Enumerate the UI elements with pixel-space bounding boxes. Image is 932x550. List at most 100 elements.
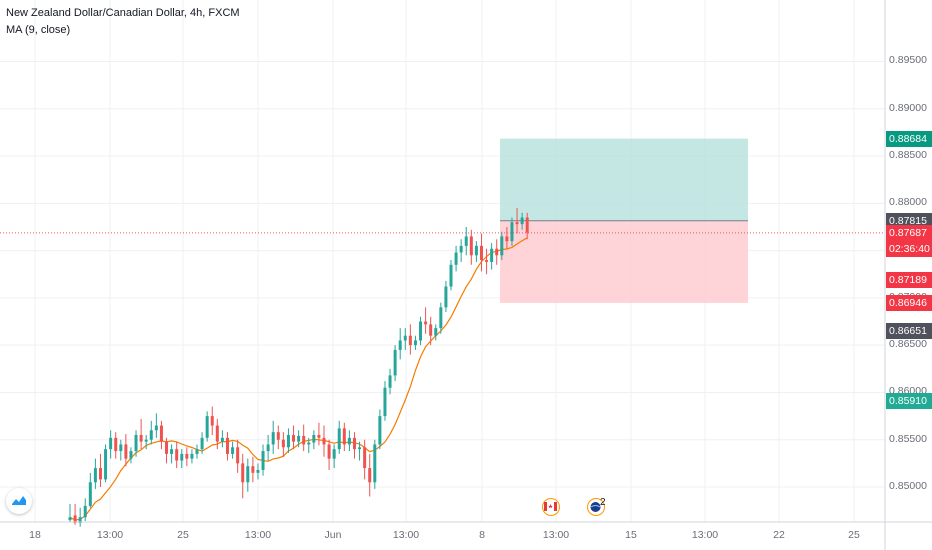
candle-body — [479, 245, 483, 261]
candle-body — [73, 515, 77, 523]
price-tag: 0.87687 — [886, 224, 932, 241]
candle-body — [286, 435, 290, 448]
tradingview-logo-icon[interactable] — [6, 488, 32, 514]
price-tick-label: 0.86500 — [889, 338, 927, 351]
time-tick-label: Jun — [324, 529, 342, 541]
price-tag: 0.86651 — [886, 322, 932, 339]
candle-body — [241, 463, 245, 483]
price-tick-label: 0.88500 — [889, 149, 927, 162]
price-tag: 0.87189 — [886, 272, 932, 288]
candle-body — [312, 435, 316, 443]
candle-body — [322, 437, 326, 445]
candle-body — [175, 449, 179, 461]
candle-body — [368, 468, 372, 483]
candle-body — [98, 468, 102, 480]
candle-body — [170, 449, 174, 454]
event-count-badge: 2 — [600, 497, 606, 508]
candle-body — [144, 439, 148, 442]
candle-body — [474, 245, 478, 256]
candle-body — [403, 335, 407, 341]
candle-body — [124, 444, 128, 459]
candle-body — [337, 428, 341, 450]
canada-flag-icon[interactable] — [542, 498, 560, 516]
candle-body — [271, 432, 275, 445]
candle-body — [419, 321, 423, 341]
time-tick-label: 13:00 — [691, 529, 719, 541]
price-tick-label: 0.89000 — [889, 101, 927, 114]
candle-body — [500, 236, 504, 256]
time-tick-label: 13:00 — [392, 529, 420, 541]
indicator-label[interactable]: MA (9, close) — [6, 24, 71, 36]
candle-body — [165, 441, 169, 454]
candle-body — [119, 444, 123, 452]
candle-body — [68, 517, 72, 521]
candle-body — [129, 451, 133, 459]
candle-body — [429, 324, 433, 336]
candle-body — [149, 430, 153, 440]
candle-body — [444, 286, 448, 308]
candle-body — [180, 453, 184, 461]
candle-body — [352, 437, 356, 450]
candle-body — [114, 437, 118, 452]
candle-body — [190, 453, 194, 459]
time-tick-label: 13:00 — [542, 529, 570, 541]
candle-body — [78, 517, 82, 523]
candle-body — [332, 449, 336, 459]
candle-body — [525, 217, 529, 233]
candle-body — [154, 425, 158, 431]
candle-body — [373, 444, 377, 483]
candle-body — [93, 468, 97, 483]
candle-body — [454, 252, 458, 265]
globe-event-icon[interactable] — [587, 498, 605, 516]
candle-body — [358, 447, 362, 450]
candle-body — [276, 432, 280, 440]
candle-body — [104, 449, 108, 480]
price-tick-label: 0.85500 — [889, 432, 927, 445]
countdown-tag: 02:36:40 — [886, 240, 932, 257]
price-tag: 0.86946 — [886, 294, 932, 311]
profit-zone — [500, 138, 748, 221]
candle-body — [266, 444, 270, 452]
price-tag: 0.88684 — [886, 130, 932, 147]
candle-body — [307, 442, 311, 445]
candle-body — [515, 222, 519, 225]
candle-body — [439, 307, 443, 329]
candle-body — [398, 340, 402, 350]
candle-body — [495, 248, 499, 256]
candle-body — [256, 469, 260, 473]
time-tick-label: 18 — [29, 529, 41, 541]
price-tick-label: 0.88000 — [889, 196, 927, 209]
candle-body — [200, 437, 204, 450]
time-tick-label: 22 — [773, 529, 785, 541]
candle-body — [408, 335, 412, 346]
candle-body — [281, 439, 285, 448]
candle-body — [520, 217, 524, 225]
candle-body — [327, 444, 331, 459]
candle-body — [215, 425, 219, 442]
candle-body — [83, 505, 87, 518]
candle-body — [363, 447, 367, 469]
candle-body — [490, 248, 494, 262]
candle-body — [413, 340, 417, 346]
time-tick-label: 13:00 — [96, 529, 124, 541]
candle-body — [195, 449, 199, 454]
price-tag: 0.85910 — [886, 392, 932, 409]
price-tick-label: 0.89500 — [889, 54, 927, 67]
candle-body — [220, 437, 224, 442]
candle-body — [383, 387, 387, 417]
candle-body — [297, 435, 301, 442]
candle-body — [134, 435, 138, 452]
candle-body — [225, 437, 229, 454]
candle-body — [424, 321, 428, 325]
price-tick-label: 0.85000 — [889, 480, 927, 492]
candle-body — [236, 447, 240, 464]
candle-body — [231, 447, 235, 454]
candle-body — [109, 437, 113, 450]
candle-body — [251, 466, 255, 473]
candle-body — [302, 435, 306, 445]
candle-body — [342, 428, 346, 445]
candle-body — [317, 435, 321, 438]
candle-body — [159, 425, 163, 442]
